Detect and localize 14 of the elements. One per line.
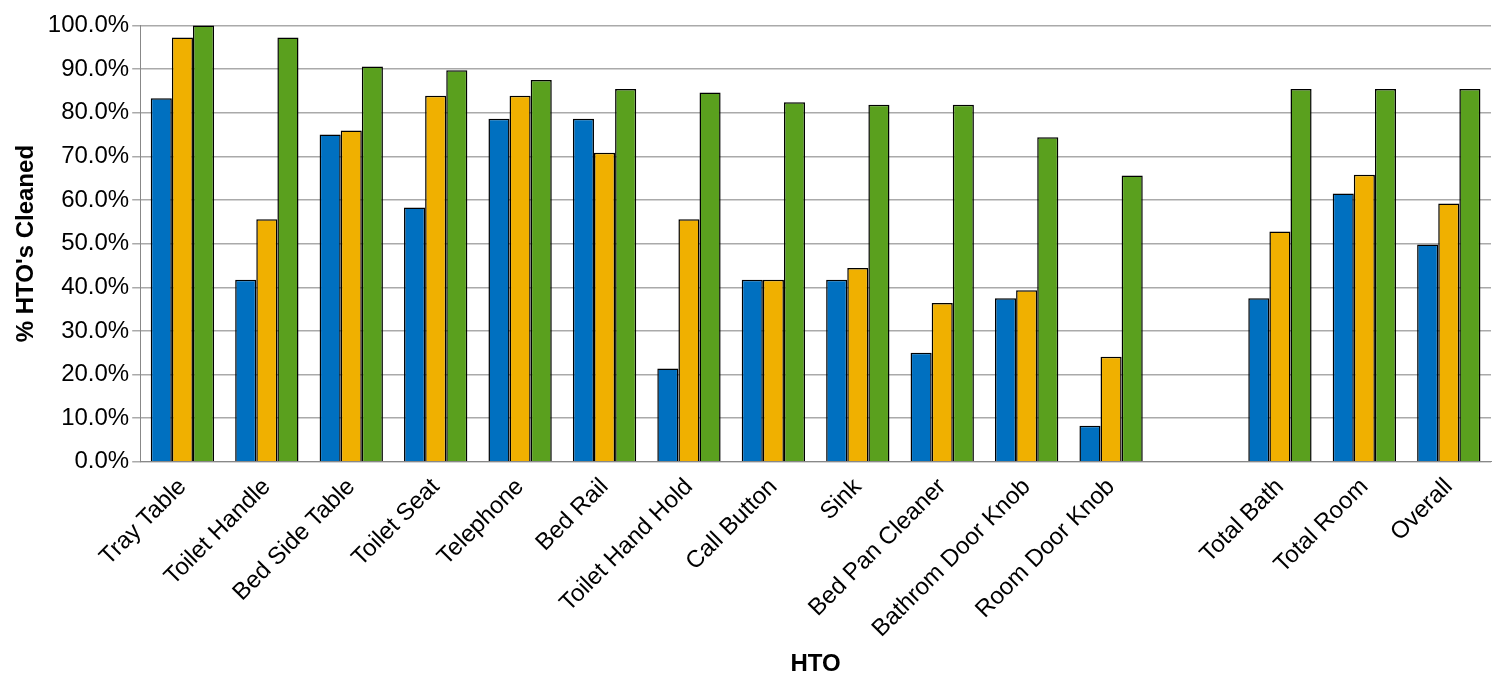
y-tick-label: 70.0%	[61, 140, 130, 168]
y-tick-label: 50.0%	[61, 228, 130, 256]
y-tick-label: 40.0%	[61, 271, 130, 299]
y-tick-label: 60.0%	[61, 184, 130, 212]
y-tick-label: 0.0%	[74, 446, 130, 474]
y-tick-label: 90.0%	[61, 53, 130, 81]
y-tick-label: 30.0%	[61, 315, 130, 343]
x-tick-label: Sink	[813, 471, 867, 525]
x-axis-title: HTO	[790, 649, 841, 677]
y-tick-label: 80.0%	[61, 97, 130, 125]
y-tick-label: 10.0%	[61, 402, 130, 430]
y-tick-label: 100.0%	[47, 10, 130, 38]
y-tick-label: 20.0%	[61, 359, 130, 387]
y-axis-title: % HTO's Cleaned	[11, 144, 39, 343]
